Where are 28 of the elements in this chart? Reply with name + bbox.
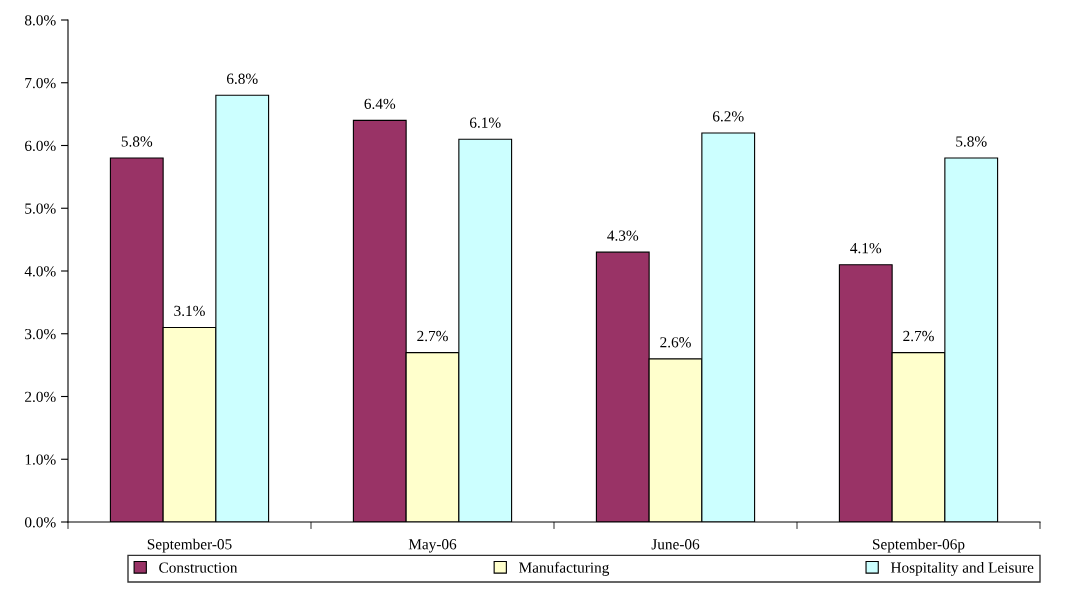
x-tick-label: September-06p [873,538,965,553]
y-tick-label: 0.0% [24,517,56,528]
x-tick-label: June-06 [651,539,700,550]
data-label: 6.4% [364,98,396,110]
y-tick-label: 7.0% [25,77,56,89]
data-label: 2.7% [903,330,934,342]
data-label: 5.8% [121,136,153,147]
y-tick-label: 6.0% [25,140,56,152]
data-label: 2.6% [660,337,691,348]
legend-label: Hospitality and Leisure [890,561,1034,576]
data-label: 5.8% [956,136,987,147]
y-tick-label: 3.0% [25,328,56,340]
data-label: 6.2% [712,111,744,122]
y-tick-label: 8.0% [24,15,56,26]
y-tick-label: 2.0% [25,391,56,403]
y-tick-label: 4.0% [24,266,56,277]
legend-label: Manufacturing [519,561,610,576]
data-label: 3.1% [174,305,205,317]
x-tick-label: May-06 [408,539,457,553]
data-label: 4.3% [607,230,639,241]
legend-label: Construction [159,562,238,573]
data-label: 4.1% [850,242,882,254]
data-label: 6.1% [469,117,501,128]
y-tick-label: 5.0% [25,203,56,214]
data-label: 2.7% [417,330,448,342]
data-label: 6.8% [226,73,258,84]
y-tick-label: 1.0% [25,454,56,465]
x-tick-label: September-05 [147,538,232,553]
